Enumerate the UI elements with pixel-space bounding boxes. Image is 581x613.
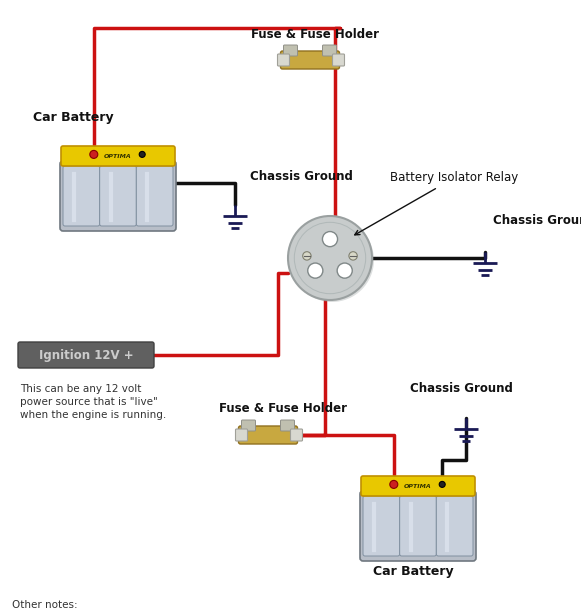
- Text: Fuse & Fuse Holder: Fuse & Fuse Holder: [219, 403, 347, 416]
- Text: OPTIMA: OPTIMA: [404, 484, 432, 489]
- FancyBboxPatch shape: [363, 496, 400, 556]
- Text: This can be any 12 volt
power source that is "live"
when the engine is running.: This can be any 12 volt power source tha…: [20, 384, 166, 421]
- FancyBboxPatch shape: [61, 146, 175, 166]
- Text: Chassis Ground: Chassis Ground: [493, 213, 581, 226]
- FancyBboxPatch shape: [400, 496, 436, 556]
- Text: Car Battery: Car Battery: [33, 112, 114, 124]
- FancyBboxPatch shape: [284, 45, 297, 56]
- Circle shape: [390, 481, 398, 489]
- FancyBboxPatch shape: [281, 51, 339, 69]
- Circle shape: [308, 263, 323, 278]
- Text: Chassis Ground: Chassis Ground: [410, 381, 512, 395]
- Text: Other notes:
• 80 amp or larger fuses are recommended
• 4 gauge power wire is re: Other notes: • 80 amp or larger fuses ar…: [12, 600, 435, 613]
- FancyBboxPatch shape: [235, 429, 248, 441]
- FancyBboxPatch shape: [361, 476, 475, 496]
- FancyBboxPatch shape: [290, 429, 303, 441]
- FancyBboxPatch shape: [322, 45, 336, 56]
- Text: Fuse & Fuse Holder: Fuse & Fuse Holder: [251, 28, 379, 40]
- Circle shape: [303, 252, 311, 260]
- FancyBboxPatch shape: [137, 166, 173, 226]
- Text: Chassis Ground: Chassis Ground: [250, 170, 353, 183]
- Text: Battery Isolator Relay: Battery Isolator Relay: [355, 172, 518, 235]
- FancyBboxPatch shape: [60, 161, 176, 231]
- Circle shape: [139, 151, 145, 158]
- FancyBboxPatch shape: [436, 496, 473, 556]
- FancyBboxPatch shape: [278, 54, 289, 66]
- Circle shape: [439, 481, 445, 487]
- FancyBboxPatch shape: [332, 54, 345, 66]
- Circle shape: [349, 252, 357, 260]
- FancyBboxPatch shape: [18, 342, 154, 368]
- Circle shape: [322, 232, 338, 246]
- Text: OPTIMA: OPTIMA: [104, 153, 132, 159]
- Text: Ignition 12V +: Ignition 12V +: [39, 349, 133, 362]
- FancyBboxPatch shape: [242, 420, 256, 431]
- Circle shape: [290, 218, 374, 302]
- Text: Car Battery: Car Battery: [372, 566, 453, 579]
- FancyBboxPatch shape: [281, 420, 295, 431]
- FancyBboxPatch shape: [238, 426, 297, 444]
- FancyBboxPatch shape: [63, 166, 100, 226]
- Circle shape: [337, 263, 352, 278]
- Circle shape: [288, 216, 372, 300]
- FancyBboxPatch shape: [100, 166, 137, 226]
- Circle shape: [90, 150, 98, 158]
- FancyBboxPatch shape: [360, 491, 476, 561]
